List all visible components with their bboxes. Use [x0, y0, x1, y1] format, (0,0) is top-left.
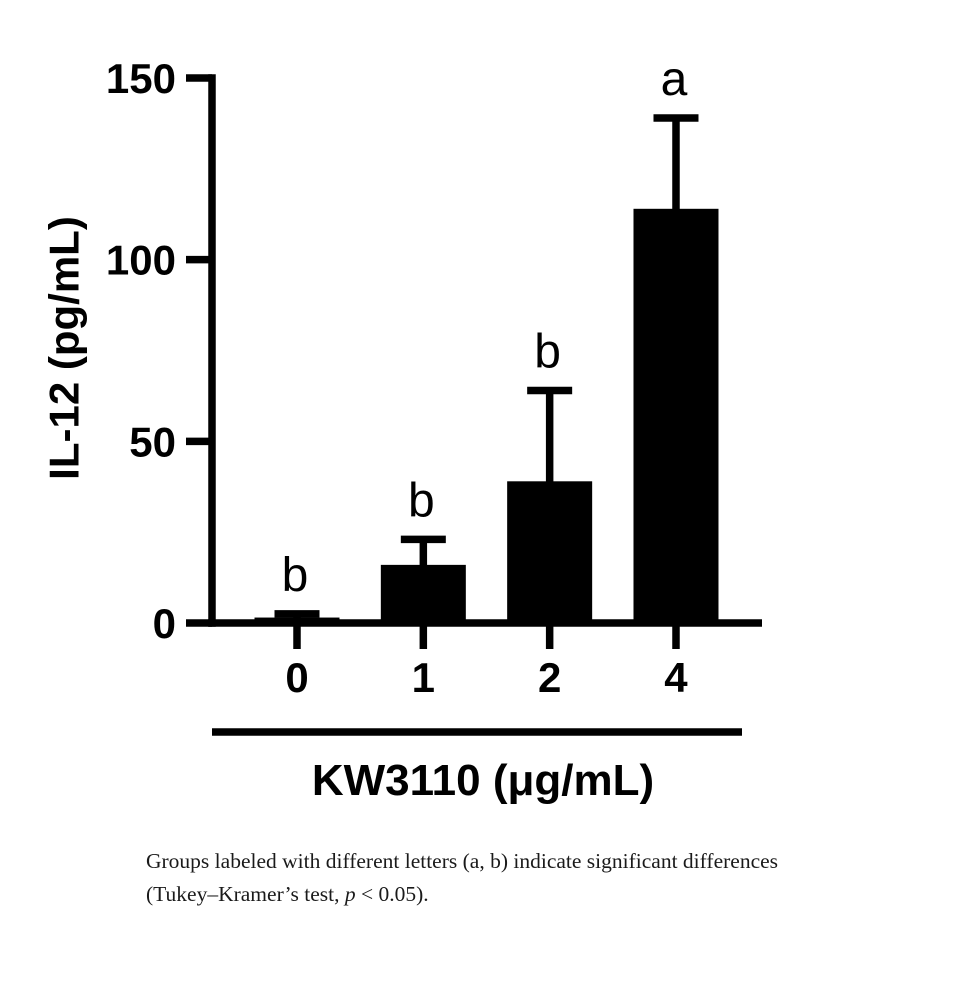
- caption-line-2: (Tukey–Kramer’s test, p < 0.05).: [146, 878, 906, 911]
- significance-letter: b: [282, 549, 309, 602]
- significance-letter: b: [408, 474, 435, 527]
- x-tick-label: 1: [412, 654, 435, 701]
- caption-line-1: Groups labeled with different letters (a…: [146, 849, 779, 873]
- x-axis-label: KW3110 (μg/mL): [312, 756, 654, 805]
- y-tick-label: 0: [153, 600, 176, 647]
- caption-line2-prefix: (Tukey–Kramer’s test,: [146, 882, 345, 906]
- bar: [633, 208, 719, 624]
- x-tick-label: 0: [285, 654, 308, 701]
- y-axis-label: IL-12 (pg/mL): [41, 216, 88, 480]
- bar: [507, 481, 593, 623]
- y-tick-label: 150: [106, 55, 176, 102]
- bar-chart: 0 50 100 150 0 b 1 b 2 b 4 a IL-12 (pg/mL) KW3110 (…: [41, 53, 762, 805]
- y-tick-label: 100: [106, 237, 176, 284]
- chart-plot-area: 0 50 100 150 0 b 1 b 2 b 4 a: [106, 53, 762, 736]
- bar: [254, 617, 340, 623]
- x-tick-label: 2: [538, 654, 561, 701]
- caption-line2-suffix: < 0.05).: [355, 882, 429, 906]
- caption-p-italic: p: [344, 882, 356, 906]
- y-tick-label: 50: [129, 418, 176, 465]
- bar: [380, 564, 466, 623]
- significance-letter: a: [661, 53, 688, 106]
- x-tick-label: 4: [664, 654, 688, 701]
- significance-letter: b: [534, 325, 561, 378]
- figure-caption: Groups labeled with different letters (a…: [146, 845, 906, 911]
